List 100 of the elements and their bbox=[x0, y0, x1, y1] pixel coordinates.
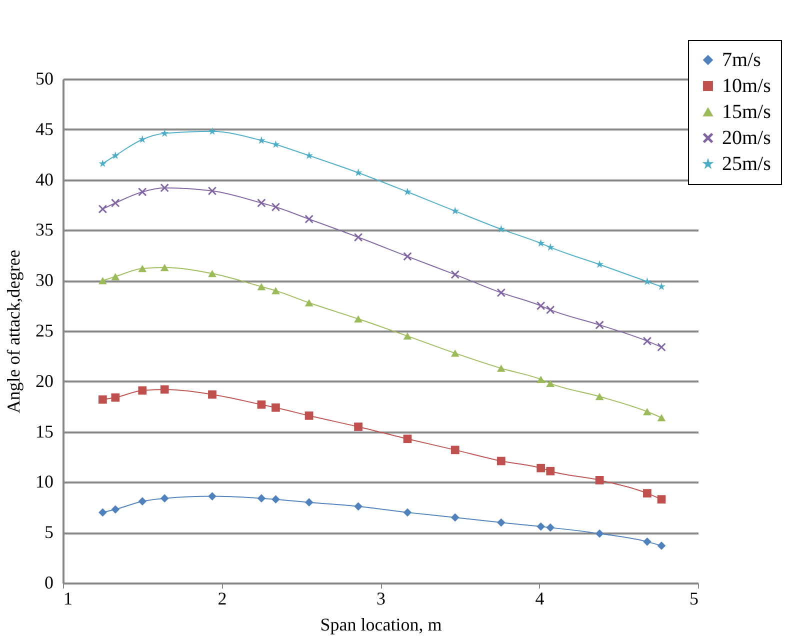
point bbox=[546, 306, 555, 314]
point bbox=[257, 400, 266, 409]
point bbox=[354, 502, 362, 511]
point bbox=[643, 336, 652, 346]
point bbox=[138, 497, 147, 506]
point bbox=[304, 299, 314, 306]
point bbox=[98, 276, 107, 284]
point bbox=[546, 243, 554, 251]
point bbox=[138, 188, 147, 196]
point bbox=[403, 434, 412, 444]
point bbox=[643, 537, 652, 546]
point bbox=[305, 151, 314, 159]
y-tick-label: 40 bbox=[36, 169, 54, 190]
y-tick-label: 10 bbox=[36, 472, 54, 492]
y-tick-label: 30 bbox=[36, 270, 54, 290]
point bbox=[450, 446, 460, 454]
y-tick-label: 15 bbox=[36, 421, 54, 442]
point bbox=[257, 283, 266, 290]
point bbox=[208, 127, 216, 135]
point bbox=[304, 498, 314, 507]
point bbox=[595, 529, 604, 538]
point bbox=[450, 513, 460, 522]
point bbox=[160, 264, 169, 272]
legend-label: 25m/s bbox=[722, 153, 772, 175]
point bbox=[111, 505, 120, 514]
point bbox=[272, 495, 280, 504]
point bbox=[536, 239, 545, 247]
point bbox=[450, 270, 460, 279]
y-tick-label: 20 bbox=[36, 370, 54, 391]
point bbox=[160, 129, 169, 137]
point bbox=[111, 272, 120, 280]
point bbox=[208, 186, 216, 196]
point bbox=[546, 380, 555, 388]
point bbox=[354, 168, 362, 176]
point bbox=[657, 342, 666, 352]
point bbox=[208, 270, 216, 278]
point bbox=[208, 390, 216, 399]
x-tick-label: 4 bbox=[535, 588, 544, 608]
point bbox=[595, 320, 604, 330]
point bbox=[643, 408, 652, 416]
point bbox=[595, 476, 604, 484]
point bbox=[111, 151, 120, 159]
point bbox=[138, 386, 147, 395]
x-tick-label: 1 bbox=[64, 588, 72, 608]
point bbox=[657, 495, 666, 504]
point bbox=[403, 508, 412, 517]
point bbox=[354, 422, 362, 431]
point bbox=[657, 542, 666, 550]
point bbox=[354, 233, 362, 242]
x-tick-label: 2 bbox=[218, 588, 227, 608]
point bbox=[138, 264, 147, 272]
x-axis-title: Span location, m bbox=[320, 614, 442, 634]
point bbox=[354, 315, 362, 323]
point bbox=[643, 489, 652, 498]
point bbox=[160, 184, 169, 192]
point bbox=[98, 159, 107, 168]
legend-label: 20m/s bbox=[722, 127, 772, 149]
point bbox=[657, 414, 666, 422]
point bbox=[450, 350, 460, 357]
point bbox=[497, 225, 506, 233]
y-tick-label: 45 bbox=[36, 118, 54, 139]
point bbox=[496, 288, 506, 297]
x-tick-label: 5 bbox=[690, 588, 698, 608]
point bbox=[257, 136, 266, 144]
point bbox=[496, 456, 506, 466]
point bbox=[208, 492, 216, 500]
point bbox=[496, 364, 506, 372]
point bbox=[98, 395, 107, 404]
point bbox=[403, 332, 412, 340]
y-tick-label: 0 bbox=[44, 572, 54, 592]
point bbox=[272, 287, 280, 294]
y-tick-label: 35 bbox=[36, 220, 54, 240]
point bbox=[304, 411, 314, 420]
point bbox=[98, 204, 107, 214]
y-axis-title: Angle of attack,degree bbox=[4, 250, 24, 414]
point bbox=[546, 466, 555, 476]
point bbox=[403, 252, 412, 261]
x-tick-label: 3 bbox=[376, 588, 386, 608]
point bbox=[98, 508, 107, 517]
y-tick-label: 25 bbox=[36, 320, 54, 340]
point bbox=[138, 135, 146, 143]
point bbox=[496, 518, 506, 527]
point bbox=[536, 302, 546, 310]
point bbox=[272, 140, 280, 148]
legend-label: 15m/s bbox=[722, 101, 772, 123]
point bbox=[536, 522, 546, 531]
point bbox=[272, 202, 280, 212]
y-tick-label: 5 bbox=[44, 522, 54, 542]
point bbox=[536, 376, 546, 384]
point bbox=[596, 260, 604, 268]
point bbox=[160, 494, 169, 503]
point bbox=[658, 282, 666, 290]
point bbox=[404, 188, 412, 196]
point bbox=[257, 198, 266, 208]
point bbox=[546, 523, 555, 532]
point bbox=[160, 385, 169, 394]
legend-label: 10m/s bbox=[722, 75, 772, 97]
y-tick-label: 50 bbox=[36, 68, 54, 88]
point bbox=[257, 494, 266, 503]
legend-label: 7m/s bbox=[722, 49, 762, 71]
